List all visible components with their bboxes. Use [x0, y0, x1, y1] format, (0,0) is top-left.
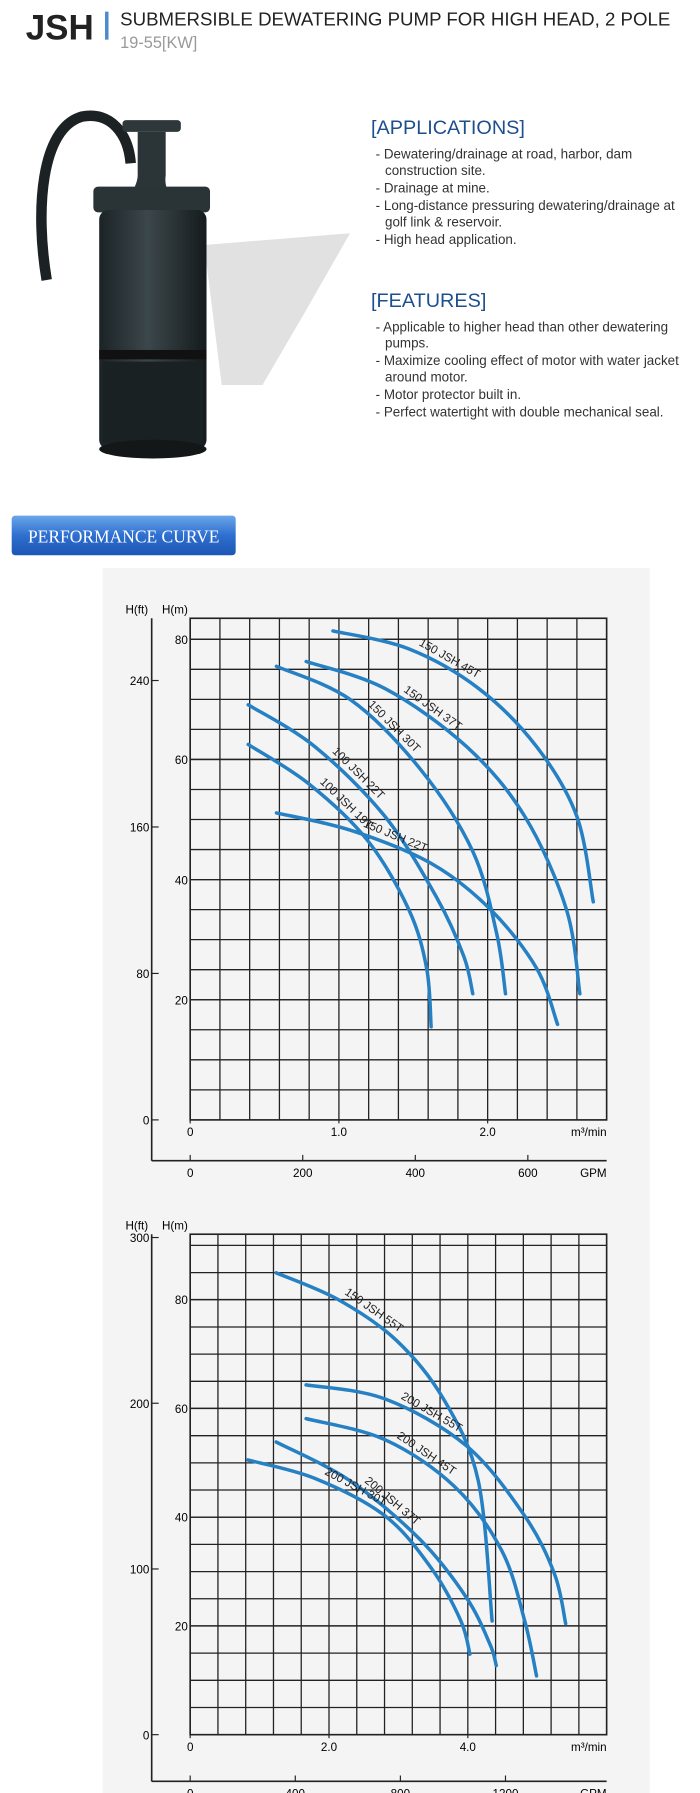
curve [304, 1383, 568, 1626]
x2-tick-label: 0 [187, 1167, 194, 1180]
features-block: [FEATURES] - Applicable to higher head t… [370, 289, 700, 421]
curve [274, 1271, 494, 1623]
curve [331, 629, 596, 904]
curve [274, 1440, 499, 1668]
list-item: - Applicable to higher head than other d… [375, 320, 669, 352]
section-button: PERFORMANCE CURVE [28, 526, 219, 546]
y2-axis-title: H(ft) [126, 1220, 149, 1233]
x-axis-title: m³/min [571, 1741, 607, 1754]
x2-axis-title: GPM [580, 1167, 607, 1180]
list-item: - Motor protector built in. [375, 388, 522, 403]
x2-axis-title: GPM [580, 1788, 607, 1793]
list-item: - Maximize cooling effect of motor with … [375, 354, 679, 385]
list-item: - Dewatering/drainage at road, harbor, d… [375, 148, 633, 179]
plot-frame [189, 1233, 608, 1736]
x2-tick-label: 800 [391, 1788, 411, 1793]
features-heading: [FEATURES] [370, 289, 487, 312]
y2-tick-label: 100 [130, 1564, 150, 1577]
x-tick-label: 0 [187, 1126, 194, 1139]
y-tick-label: 60 [175, 754, 188, 767]
y2-tick-label: 0 [143, 1115, 150, 1128]
x-tick-label: 2.0 [321, 1741, 338, 1754]
features-list: - Applicable to higher head than other d… [371, 320, 700, 421]
y-axis-title: H(m) [162, 604, 188, 617]
applications-block: [APPLICATIONS] - Dewatering/drainage at … [370, 116, 700, 248]
y-tick-label: 20 [175, 1621, 188, 1634]
applications-heading: [APPLICATIONS] [370, 116, 525, 139]
curve [246, 703, 475, 996]
x2-tick-label: 0 [187, 1788, 194, 1793]
page-subtitle: 19-55[KW] [120, 34, 197, 52]
x-tick-label: 1.0 [331, 1126, 348, 1139]
curve [304, 659, 582, 996]
page-title: SUBMERSIBLE DEWATERING PUMP FOR HIGH HEA… [120, 9, 670, 30]
y2-axis-title: H(ft) [126, 604, 149, 617]
y2-tick-label: 0 [143, 1729, 150, 1742]
y-tick-label: 60 [175, 1403, 188, 1416]
y-axis-title: H(m) [162, 1220, 188, 1233]
pump-image [36, 110, 350, 459]
list-item: - Drainage at mine. [375, 181, 490, 196]
x-tick-label: 0 [187, 1741, 194, 1754]
y-tick-label: 40 [175, 874, 188, 887]
list-item: - Long-distance pressuring dewatering/dr… [375, 199, 675, 230]
y-tick-label: 40 [175, 1512, 188, 1525]
x2-tick-label: 1200 [493, 1788, 519, 1793]
y-tick-label: 80 [175, 634, 188, 647]
list-item: - High head application. [375, 233, 517, 248]
y-tick-label: 80 [175, 1294, 188, 1307]
curve [274, 811, 560, 1027]
x2-tick-label: 400 [286, 1788, 306, 1793]
curve [246, 1458, 472, 1656]
x-axis-title: m³/min [571, 1126, 607, 1139]
x-tick-label: 4.0 [460, 1741, 477, 1754]
y2-tick-label: 300 [130, 1232, 150, 1245]
curve [304, 1416, 539, 1678]
y2-tick-label: 240 [130, 675, 150, 688]
y2-tick-label: 200 [130, 1398, 150, 1411]
model-name: JSH [26, 9, 94, 48]
section-button-bg [11, 515, 236, 556]
x2-tick-label: 200 [293, 1167, 313, 1180]
x-tick-label: 2.0 [480, 1126, 497, 1139]
header-divider [105, 11, 109, 40]
curve [246, 742, 433, 1029]
applications-list: - Dewatering/drainage at road, harbor, d… [371, 147, 700, 248]
x2-tick-label: 600 [518, 1167, 538, 1180]
x2-tick-label: 400 [406, 1167, 426, 1180]
list-item: - Perfect watertight with double mechani… [375, 405, 664, 420]
y2-tick-label: 80 [136, 968, 149, 981]
plot-frame [189, 617, 608, 1121]
curve [274, 664, 508, 996]
chart-panel [102, 568, 650, 1793]
y2-tick-label: 160 [130, 822, 150, 835]
y-tick-label: 20 [175, 994, 188, 1007]
